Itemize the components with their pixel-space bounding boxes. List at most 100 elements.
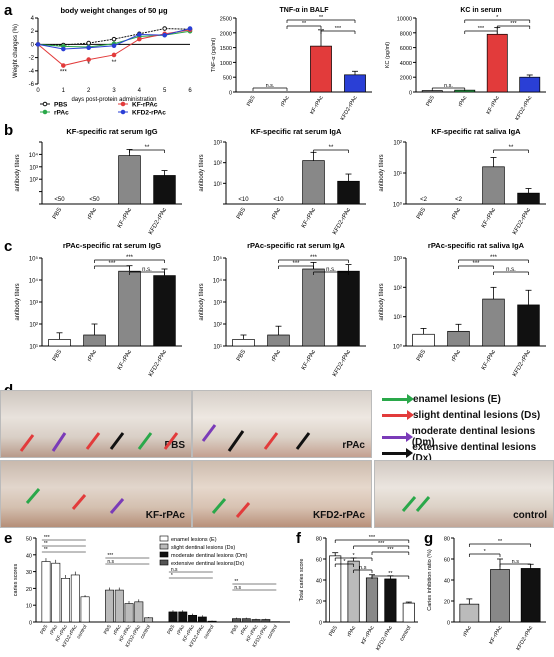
bar [412, 333, 435, 347]
y-axis-label: Total caries score [299, 559, 305, 602]
chart-title: KF-specific rat saliva IgA [431, 127, 521, 136]
data-point [86, 40, 91, 46]
photo-label: control [513, 510, 547, 521]
legend-swatch [159, 543, 169, 550]
significance-label: *** [310, 255, 318, 261]
arrow-icon [382, 410, 414, 420]
data-point [61, 46, 66, 52]
y-tick-label: 20 [26, 587, 32, 593]
y-axis-label: caries scores [13, 564, 19, 597]
x-tick-label: KF-rPAc [481, 349, 497, 371]
x-tick-label: PBS [416, 349, 427, 362]
x-tick-label: KFD2-rPAc [512, 207, 532, 236]
bar [118, 270, 141, 347]
arrow-icon [382, 431, 413, 442]
x-tick-label: KFD2-rPAc [332, 349, 352, 378]
bar [517, 192, 540, 205]
significance-label: * [484, 549, 487, 555]
chart-kf-saliva-iga: 10⁰ 10¹ 10² antibody titers KF-specific rat … [379, 127, 546, 236]
bar [105, 589, 114, 623]
x-tick-label: PBS [328, 625, 339, 638]
y-tick-label: 0 [31, 42, 35, 48]
y-tick-label: 8000 [400, 31, 412, 37]
bar [61, 578, 71, 623]
significance-label: ** [302, 21, 307, 27]
panel-label-f: f [296, 530, 301, 547]
x-tick-label: KF-rPAc [301, 349, 317, 371]
bar [459, 603, 480, 623]
chart-weight-changes: body weight changes of 50 μg -6 -4 -2 0 2 4 Wei… [13, 6, 192, 117]
x-tick-label: PBS [166, 623, 177, 635]
x-tick-label: rPAc [112, 624, 123, 636]
y-tick-label: 10⁵ [213, 256, 223, 263]
x-tick-label: KF-rPAc [117, 207, 133, 229]
bar [486, 33, 508, 93]
x-tick-label: KF-rPAc [117, 349, 133, 371]
y-tick-label: 10⁰ [393, 202, 403, 209]
y-tick-label: 80 [444, 537, 450, 543]
significance-label: ** [44, 547, 48, 553]
y-tick-label: 20 [444, 600, 450, 606]
chart-caries-inhibition: 0 20 40 60 80 Caries inhibition ratio (%) rPAc… [427, 537, 546, 652]
chart-title: rPAc-specific rat saliva IgA [428, 241, 525, 250]
x-tick-label: rPAc [346, 625, 357, 638]
y-axis-label: antibody titers [379, 154, 385, 191]
significance-label: n.s [359, 565, 367, 571]
y-tick-label: 10¹ [29, 345, 38, 351]
arrow-icon [382, 447, 414, 458]
y-tick-label: 10 [26, 604, 32, 610]
y-tick-label: 10² [393, 286, 402, 292]
x-tick-label: PBS [39, 623, 50, 635]
panel-label-a: a [4, 2, 13, 19]
bar [197, 616, 207, 623]
x-tick-label: KF-rPAc [301, 207, 317, 229]
x-tick-label: rPAc [451, 349, 462, 363]
bar [207, 620, 217, 623]
x-tick-label: 6 [188, 88, 192, 94]
significance-label: ** [145, 145, 150, 151]
y-tick-label: 10⁴ [213, 278, 223, 285]
x-tick-label: KFD2-rPAc [375, 625, 394, 652]
y-tick-label: 10³ [213, 141, 222, 147]
data-point [137, 32, 142, 37]
x-tick-label: rPAc [87, 349, 98, 363]
lesion-legend: enamel lesions (E) slight dentinal lesio… [376, 392, 554, 464]
significance-label: n.s. [444, 83, 453, 89]
legend-marker [42, 101, 48, 107]
bar [517, 304, 540, 347]
legend-label: KFD2-rPAc [132, 110, 166, 117]
legend-marker [120, 109, 126, 115]
y-tick-label: 1000 [220, 61, 232, 67]
significance-label: *** [387, 547, 394, 553]
chart-title: KF-specific rat serum IgG [66, 127, 157, 136]
bar [267, 334, 290, 347]
bar [118, 155, 141, 205]
significance-label: *** [44, 535, 50, 541]
y-tick-label: 4 [31, 16, 35, 22]
y-tick-label: 10² [213, 161, 222, 167]
chart-tnf-alpha: 0 500 1000 1500 2000 2500 TNF-α (pg/ml) TNF-α i… [211, 7, 372, 120]
significance-label: n.s. [506, 267, 516, 273]
chart-kf-serum-igg: 10² 10³ 10⁴ antibody titers KF-specific rat … [15, 127, 182, 236]
y-tick-label: 50 [26, 537, 32, 543]
x-tick-label: control [139, 624, 152, 640]
chart-kc-serum: 0 2000 4000 6000 8000 10000 KC (pg/ml) KC in se… [385, 7, 546, 120]
legend-label: enamel lesions (E) [171, 537, 217, 543]
photo-label: PBS [164, 440, 185, 451]
y-axis-label: antibody titers [199, 154, 205, 191]
bar [447, 330, 470, 347]
y-tick-label: 10² [29, 178, 38, 184]
y-tick-label: 60 [444, 558, 450, 564]
bar [344, 74, 366, 93]
significance-label: * [87, 62, 90, 68]
significance-label: * [353, 553, 356, 559]
x-tick-label: rPAc [280, 95, 291, 108]
legend-label: slight dentinal lesions (Ds) [171, 545, 235, 551]
tooth-photo-kf-rpac: KF-rPAc [0, 460, 192, 528]
x-tick-label: rPAc [49, 624, 60, 636]
bar [519, 76, 541, 93]
bar [402, 602, 415, 623]
significance-label: ** [498, 539, 503, 545]
chart-title: rPAc-specific rat serum IgG [63, 241, 161, 250]
